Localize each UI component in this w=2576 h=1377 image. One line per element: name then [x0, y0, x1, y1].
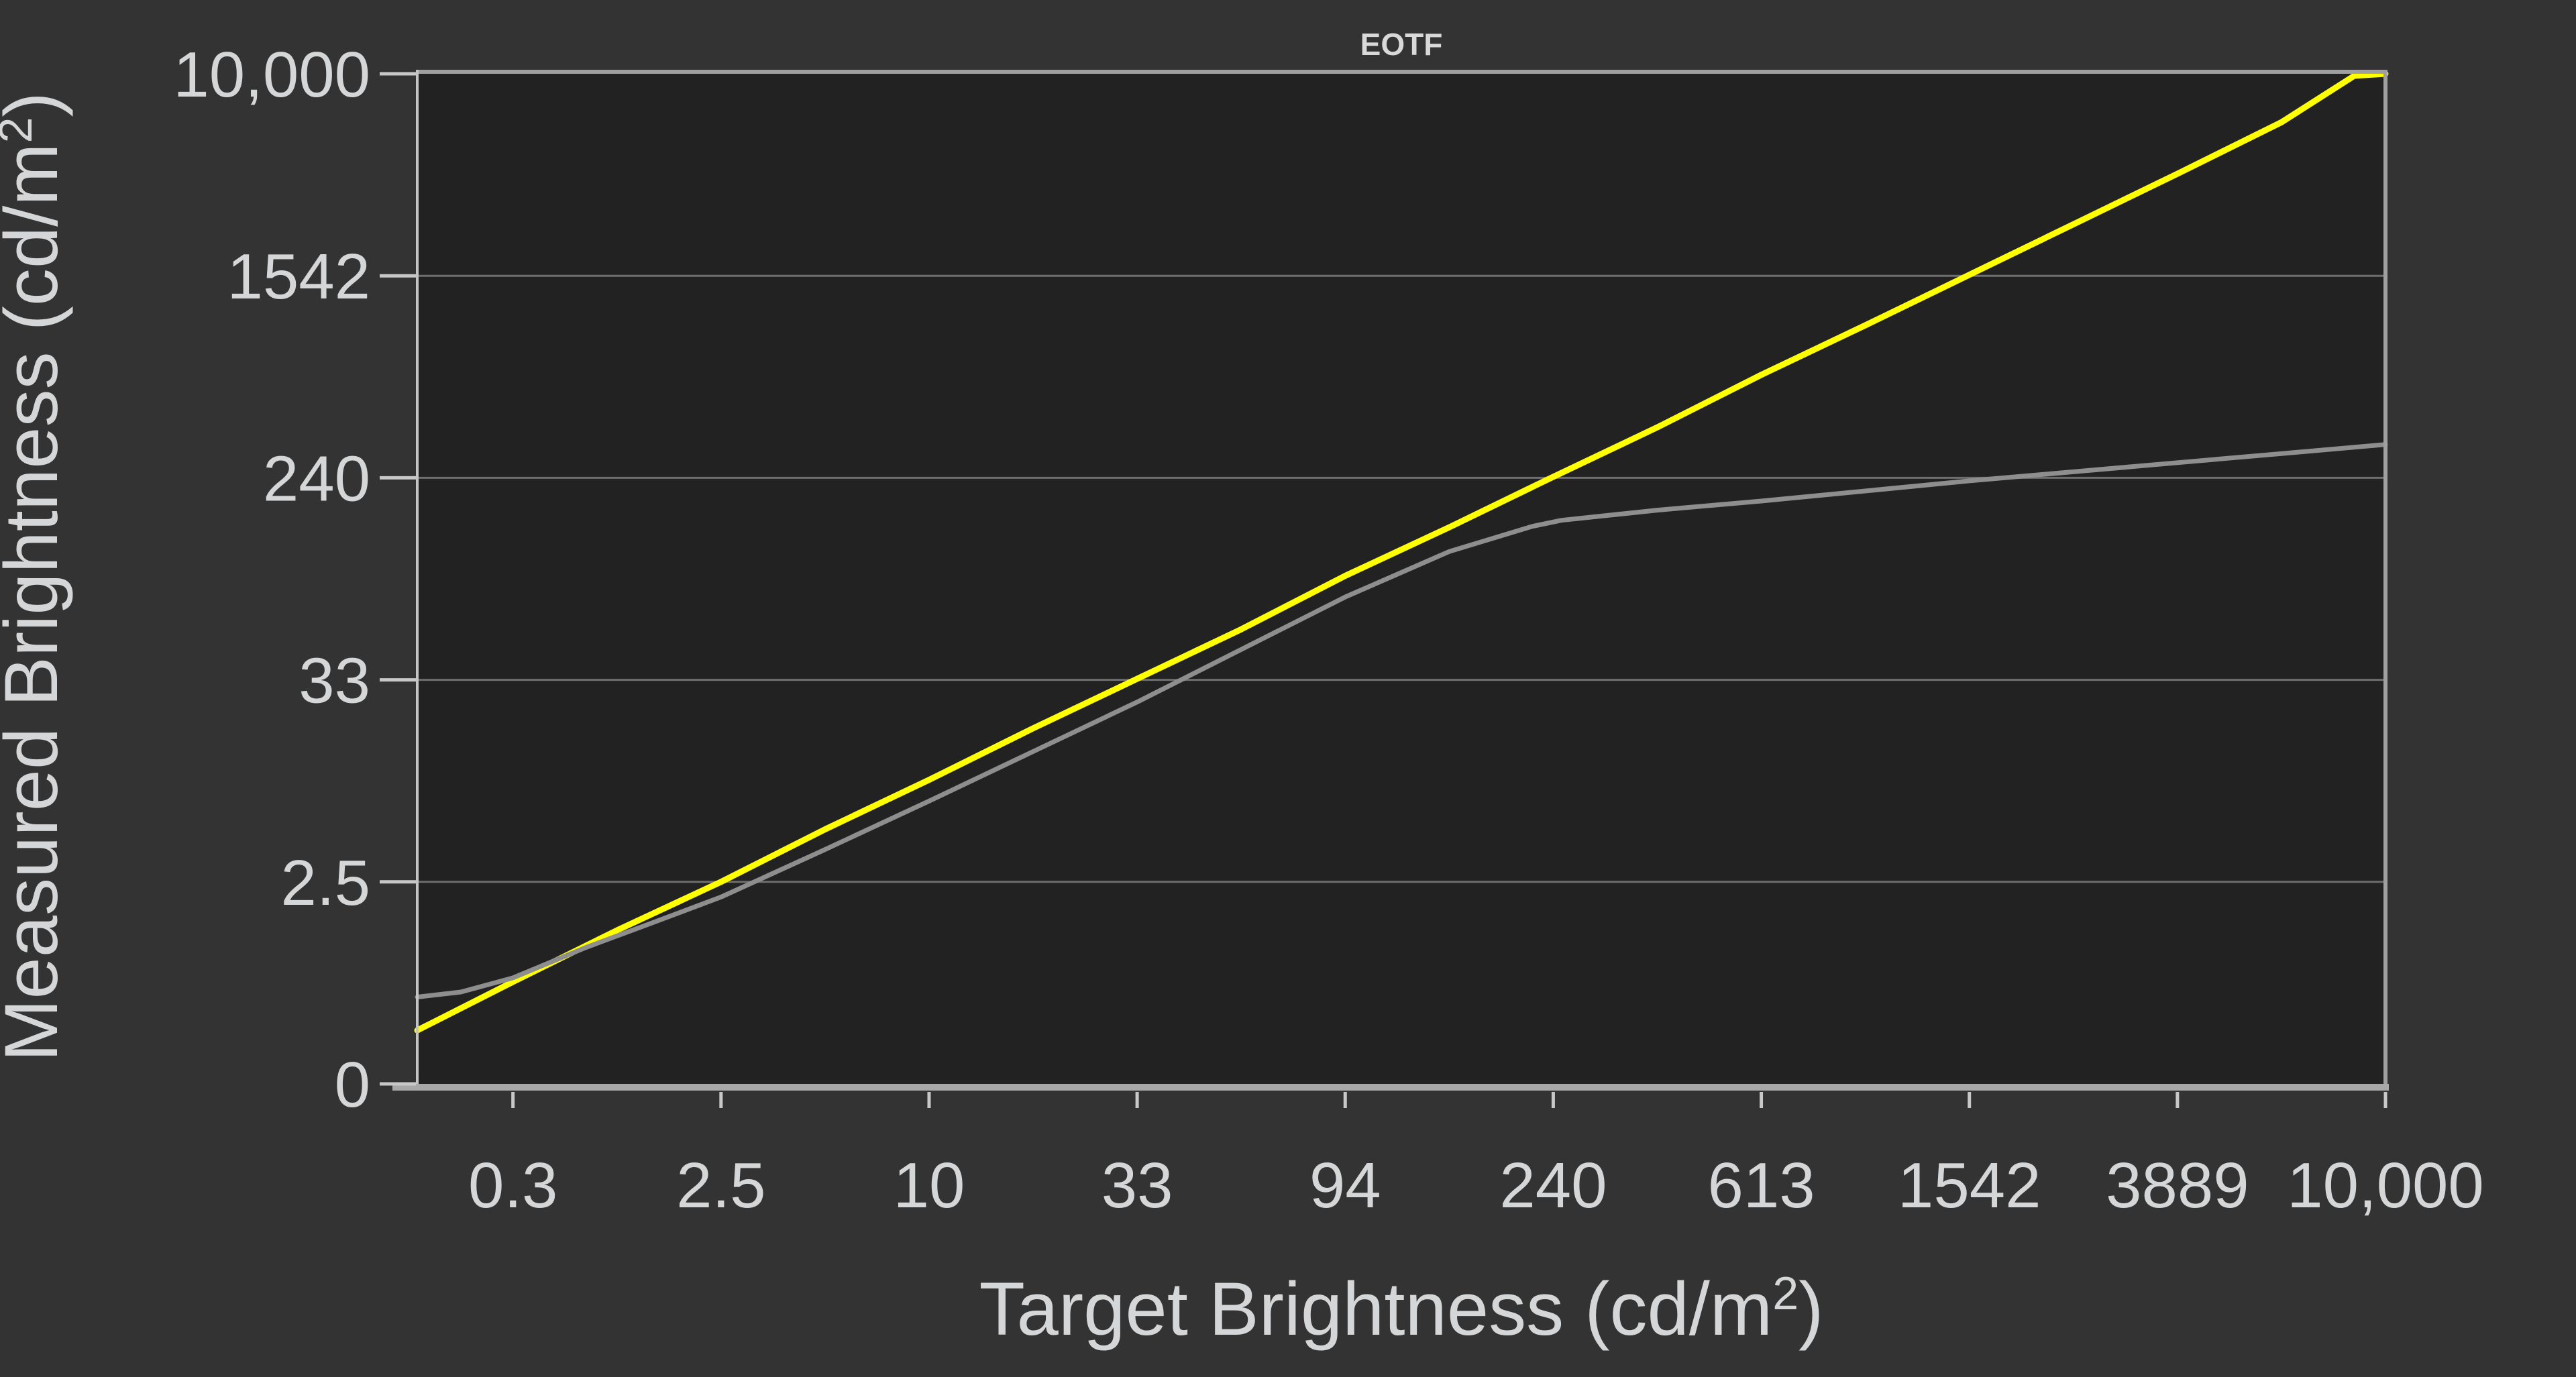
plot-area [417, 70, 2385, 1084]
y-tick-label: 10,000 [173, 39, 370, 111]
x-axis-title-sup: 2 [1772, 1267, 1799, 1319]
x-axis-title-close: ) [1799, 1267, 1823, 1351]
x-tick-label: 0.3 [468, 1150, 557, 1221]
gridlines [419, 274, 2383, 883]
y-tick-label: 33 [299, 645, 370, 717]
x-tick-label: 1542 [1898, 1150, 2041, 1221]
y-axis-title: Measured Brightness (cd/m2) [0, 92, 73, 1062]
x-axis-title: Target Brightness (cd/m2) [979, 1267, 1824, 1351]
x-tick-label: 33 [1102, 1150, 1173, 1221]
y-tick-label: 240 [263, 443, 370, 514]
target-eotf-line [414, 70, 2389, 1034]
measured-line [415, 442, 2388, 999]
y-tick-label: 0 [335, 1049, 370, 1121]
x-tick-label: 10,000 [2287, 1150, 2484, 1221]
chart-title: EOTF [1360, 27, 1443, 62]
y-tick-label: 1542 [227, 241, 370, 313]
axis-ticks [380, 72, 2387, 1108]
x-tick-label: 240 [1499, 1150, 1607, 1221]
y-axis-title-text: Measured Brightness (cd/m [0, 143, 73, 1061]
x-tick-label: 613 [1707, 1150, 1815, 1221]
x-tick-label: 10 [894, 1150, 965, 1221]
y-tick-label: 2.5 [281, 847, 370, 919]
x-tick-label: 94 [1309, 1150, 1381, 1221]
y-axis-title-sup: 2 [0, 117, 42, 143]
x-axis-title-text: Target Brightness (cd/m [979, 1267, 1773, 1351]
x-tick-label: 3889 [2106, 1150, 2249, 1221]
axis-tick-labels: 0 2.5 33 240 1542 10,000 0.3 2.5 10 33 94 240 613 154… [173, 39, 2483, 1221]
y-axis-title-close: ) [0, 92, 73, 117]
x-tick-label: 2.5 [676, 1150, 765, 1221]
series-lines [414, 70, 2389, 1034]
